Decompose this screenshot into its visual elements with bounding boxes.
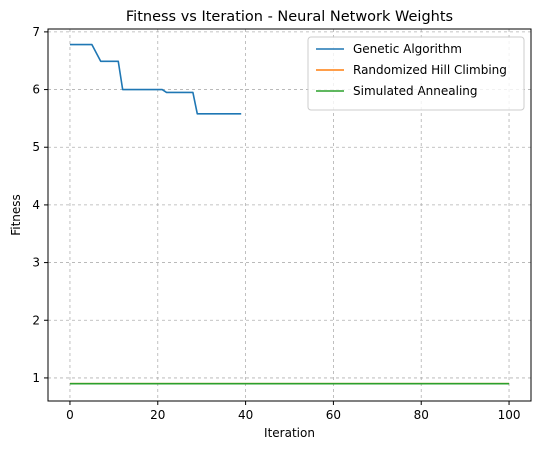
x-axis-label: Iteration (264, 426, 315, 440)
x-tick-label: 40 (238, 408, 253, 422)
chart-title: Fitness vs Iteration - Neural Network We… (126, 9, 453, 25)
x-tick-label: 20 (150, 408, 165, 422)
legend: Genetic Algorithm Randomized Hill Climbin… (307, 36, 525, 111)
y-tick-label: 4 (32, 198, 40, 212)
series-lines (69, 43, 510, 385)
axis-ticks: 0 20 40 60 80 100 1 2 3 4 5 6 7 (32, 25, 520, 422)
legend-label-2: Randomized Hill Climbing (353, 63, 507, 77)
legend-label-1: Genetic Algorithm (353, 42, 462, 56)
series-line-1 (69, 43, 242, 115)
x-tick-label: 0 (66, 408, 74, 422)
x-tick-label: 60 (326, 408, 341, 422)
legend-box (307, 36, 525, 111)
x-tick-label: 100 (498, 408, 521, 422)
plot-area-frame (47, 28, 532, 402)
y-tick-label: 3 (32, 256, 40, 270)
y-tick-label: 1 (32, 371, 40, 385)
y-tick-label: 2 (32, 313, 40, 327)
y-tick-label: 5 (32, 140, 40, 154)
legend-label-3: Simulated Annealing (353, 84, 478, 98)
y-tick-label: 6 (32, 83, 40, 97)
x-tick-label: 80 (414, 408, 429, 422)
y-axis-label: Fitness (9, 194, 23, 236)
y-tick-label: 7 (32, 25, 40, 39)
